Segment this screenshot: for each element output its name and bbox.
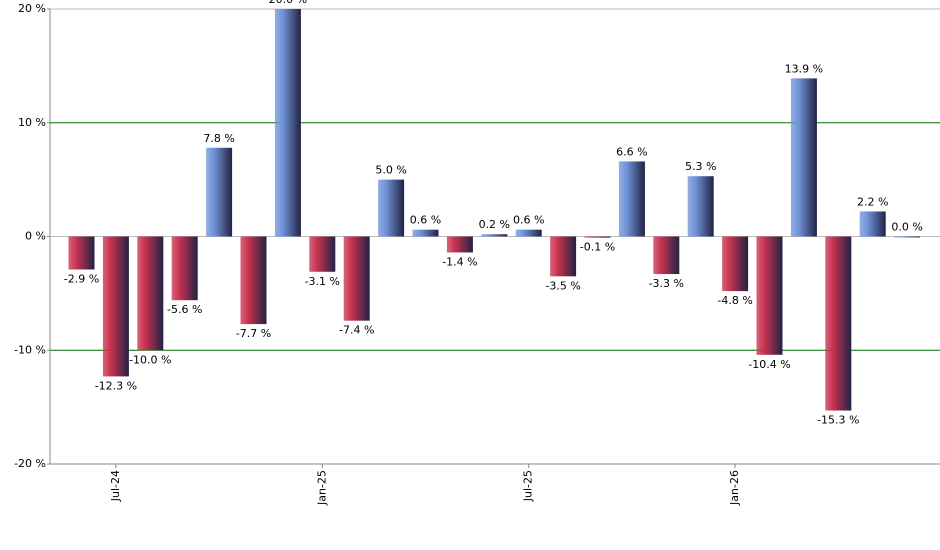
x-tick-label: Jul-25 [522,470,535,502]
value-label: -10.4 % [748,358,790,371]
value-label: -1.4 % [442,255,477,268]
bar [171,236,198,301]
value-label: -0.1 % [580,241,615,254]
value-label: 0.2 % [479,218,510,231]
y-tick-label: 10 % [18,116,46,129]
value-label: 7.8 % [203,132,234,145]
value-label: 6.6 % [616,145,647,158]
bar [481,234,508,237]
x-tick-label: Jan-26 [728,470,741,506]
value-label: 5.3 % [685,160,716,173]
value-label: 13.9 % [785,62,823,75]
bar [515,229,542,237]
y-tick-label: -10 % [14,343,46,356]
bar [378,179,405,237]
value-label: 0.0 % [891,221,922,234]
bar [756,236,783,355]
value-label: -4.8 % [717,294,752,307]
bar [722,236,749,292]
value-label: -3.1 % [305,275,340,288]
value-label: 0.6 % [513,214,544,227]
bar [102,236,129,377]
value-label: 5.0 % [375,164,406,177]
bar [343,236,370,321]
bar [653,236,680,275]
bar [137,236,164,351]
x-tick-label: Jul-24 [109,470,122,502]
value-label: -3.3 % [649,277,684,290]
bar [550,236,577,277]
bar [584,236,611,238]
bar [825,236,852,411]
y-tick-label: 20 % [18,2,46,15]
value-label: -3.5 % [545,279,580,292]
bar [859,211,886,237]
bar [309,236,336,272]
value-label: -2.9 % [64,272,99,285]
bar [446,236,473,253]
bar [412,229,439,237]
bar [894,236,921,238]
bar [68,236,95,270]
value-label: -10.0 % [129,353,171,366]
y-tick-label: -20 % [14,457,46,470]
x-tick-label: Jan-25 [315,470,328,506]
value-label: 0.6 % [410,214,441,227]
value-label: -7.7 % [236,327,271,340]
bar [687,176,714,237]
y-tick-label: 0 % [25,230,46,243]
bar [274,9,301,237]
bar [206,147,233,237]
value-label: -12.3 % [95,379,137,392]
bar [790,78,817,237]
bar [618,161,645,237]
bar [240,236,267,325]
value-label: 20.0 % [269,0,307,6]
value-label: 2.2 % [857,195,888,208]
value-label: -7.4 % [339,324,374,337]
value-label: -15.3 % [817,414,859,427]
value-label: -5.6 % [167,303,202,316]
